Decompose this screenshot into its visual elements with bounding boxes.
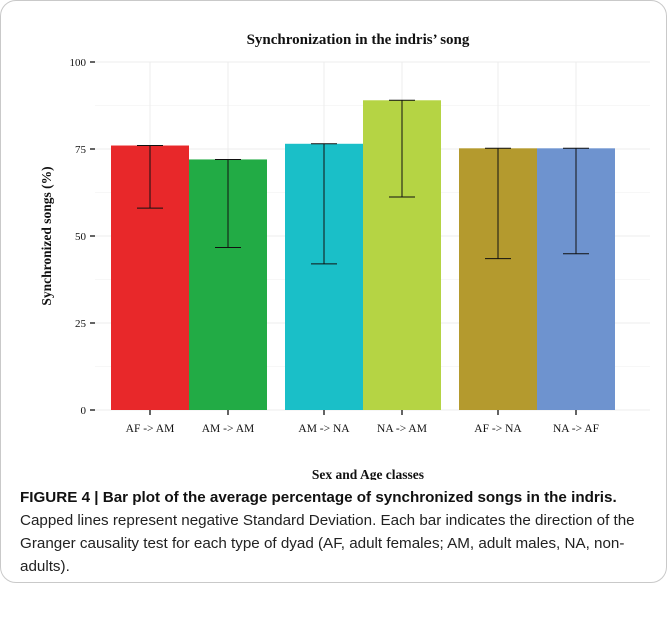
- caption-text: Capped lines represent negative Standard…: [20, 512, 635, 575]
- axes: 0 25 50 75 100 AF -> AM AM -> AM AM -> NA NA -> …: [70, 57, 600, 435]
- caption-label: FIGURE 4 | Bar plot of the average perce…: [20, 489, 617, 506]
- x-axis-label: Sex and Age classes: [312, 467, 424, 480]
- y-tick-label: 50: [75, 231, 87, 243]
- error-bars: [137, 99, 589, 265]
- x-tick-label: AM -> NA: [298, 423, 350, 435]
- y-axis-label: Synchronized songs (%): [39, 166, 54, 305]
- x-tick-label: AF -> NA: [474, 423, 522, 435]
- figure-caption: FIGURE 4 | Bar plot of the average perce…: [20, 486, 650, 578]
- x-tick-label: NA -> AF: [553, 423, 599, 435]
- chart-title: Synchronization in the indris’ song: [247, 32, 470, 48]
- y-tick-label: 75: [75, 144, 87, 156]
- bar-chart: 0 25 50 75 100 AF -> AM AM -> AM AM -> NA NA -> …: [39, 32, 650, 480]
- x-tick-label: AF -> AM: [126, 423, 175, 435]
- x-tick-label: AM -> AM: [202, 423, 255, 435]
- bars: [111, 100, 615, 410]
- y-tick-label: 25: [75, 318, 87, 330]
- x-tick-label: NA -> AM: [377, 423, 427, 435]
- y-tick-label: 100: [70, 57, 87, 69]
- y-tick-label: 0: [81, 405, 87, 417]
